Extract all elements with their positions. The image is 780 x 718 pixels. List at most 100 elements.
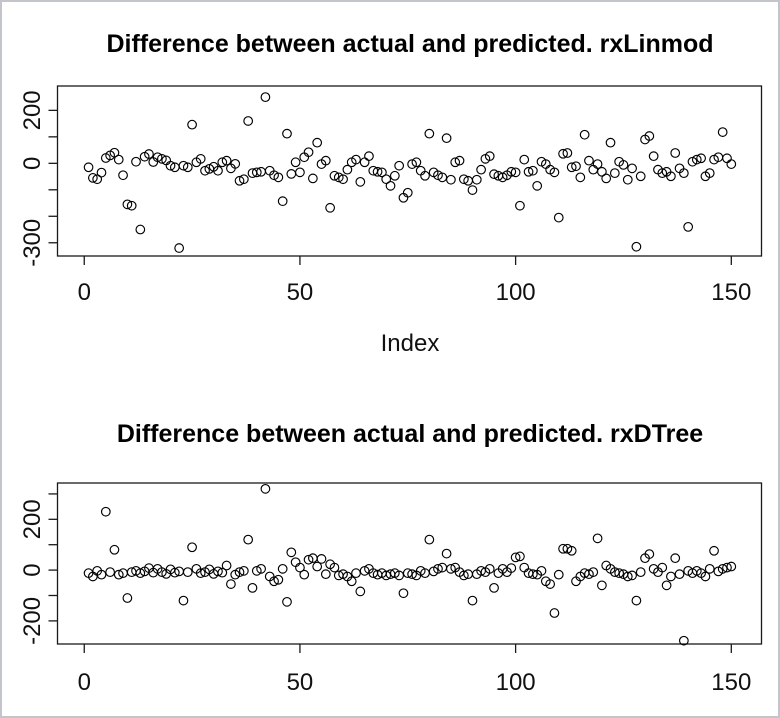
data-point-rxlinmod: [515, 200, 525, 211]
data-point-rxlinmod: [678, 168, 689, 178]
data-point-rxlinmod: [510, 167, 521, 178]
data-point-rxlinmod: [109, 147, 120, 158]
data-point-rxlinmod: [122, 199, 133, 210]
data-point-rxlinmod: [631, 241, 642, 252]
data-point-rxdtree: [351, 568, 361, 579]
x-tick-label-rxlinmod: 0: [78, 279, 91, 306]
data-point-rxlinmod: [407, 159, 417, 169]
data-point-rxdtree: [566, 545, 577, 556]
data-point-rxlinmod: [131, 156, 141, 167]
data-point-rxlinmod: [178, 160, 189, 171]
x-axis-label-index: Index: [380, 330, 440, 357]
data-point-rxdtree: [316, 554, 327, 564]
data-point-rxdtree: [247, 583, 258, 593]
data-point-rxdtree: [549, 608, 560, 618]
data-point-rxlinmod: [381, 174, 392, 185]
y-tick-label-rxdtree: 200: [19, 499, 46, 539]
data-point-rxdtree: [286, 547, 297, 558]
x-tick-label-rxdtree: 50: [287, 669, 314, 696]
data-point-rxlinmod: [489, 169, 499, 180]
x-tick-label-rxdtree: 150: [711, 669, 751, 696]
data-point-rxlinmod: [312, 137, 323, 148]
plot-box-rxlinmod: [56, 85, 763, 257]
data-point-rxdtree: [722, 562, 732, 573]
data-point-rxlinmod: [532, 180, 543, 191]
plot-title-rxdtree: Difference between actual and predicted.…: [116, 420, 704, 448]
data-point-rxlinmod: [726, 159, 737, 169]
data-point-rxlinmod: [338, 174, 348, 185]
data-point-rxdtree: [704, 563, 715, 574]
data-point-rxlinmod: [325, 202, 336, 213]
data-point-rxlinmod: [566, 162, 577, 173]
x-tick-label-rxdtree: 100: [496, 669, 536, 696]
data-point-rxdtree: [588, 567, 599, 578]
data-point-rxdtree: [407, 569, 417, 580]
data-point-rxdtree: [458, 570, 469, 581]
data-point-rxlinmod: [126, 200, 137, 211]
data-point-rxdtree: [515, 551, 525, 562]
data-point-rxlinmod: [622, 174, 633, 185]
data-point-rxlinmod: [696, 153, 706, 164]
data-point-rxdtree: [109, 544, 120, 555]
data-point-rxlinmod: [273, 172, 284, 183]
data-point-rxlinmod: [467, 185, 478, 195]
data-point-rxlinmod: [627, 163, 637, 174]
data-point-rxlinmod: [157, 153, 167, 164]
data-point-rxdtree: [320, 569, 331, 580]
data-point-rxdtree: [290, 557, 301, 568]
data-point-rxdtree: [597, 580, 607, 591]
data-point-rxlinmod: [303, 147, 314, 158]
data-point-rxlinmod: [213, 165, 223, 176]
data-point-rxlinmod: [385, 180, 396, 191]
data-point-rxlinmod: [471, 174, 482, 185]
data-point-rxlinmod: [96, 167, 107, 178]
data-point-rxdtree: [226, 579, 236, 589]
data-point-rxlinmod: [200, 165, 210, 176]
data-point-rxdtree: [96, 569, 107, 580]
data-point-rxdtree: [234, 567, 245, 578]
data-point-rxdtree: [627, 570, 637, 581]
data-point-rxdtree: [238, 565, 249, 576]
data-point-rxdtree: [446, 563, 456, 574]
y-tick-label-rxdtree: -200: [19, 597, 46, 645]
data-point-rxdtree: [217, 567, 228, 578]
data-point-rxlinmod: [704, 168, 715, 178]
data-point-rxlinmod: [657, 168, 668, 178]
data-point-rxdtree: [467, 595, 478, 606]
data-point-rxlinmod: [286, 169, 297, 179]
data-point-rxdtree: [536, 565, 547, 576]
data-point-rxlinmod: [165, 160, 176, 171]
data-point-rxdtree: [553, 569, 564, 580]
data-point-rxdtree: [398, 588, 409, 599]
data-point-rxlinmod: [450, 157, 461, 168]
data-point-rxlinmod: [553, 212, 564, 223]
data-point-rxdtree: [299, 569, 310, 580]
data-point-rxdtree: [273, 574, 284, 585]
plot-box-rxdtree: [56, 482, 763, 645]
data-point-rxlinmod: [691, 154, 702, 165]
data-point-rxdtree: [122, 593, 133, 603]
data-point-rxdtree: [709, 545, 719, 556]
data-point-rxdtree: [433, 563, 443, 574]
data-point-rxdtree: [614, 568, 625, 579]
data-point-rxlinmod: [238, 174, 249, 185]
data-point-rxlinmod: [87, 173, 98, 183]
data-point-rxdtree: [678, 635, 689, 646]
data-point-rxdtree: [277, 563, 288, 574]
data-point-rxlinmod: [605, 137, 616, 148]
data-point-rxlinmod: [601, 173, 612, 184]
data-point-rxlinmod: [454, 155, 465, 166]
data-point-rxlinmod: [182, 162, 193, 173]
data-point-rxdtree: [657, 562, 668, 573]
data-point-rxlinmod: [609, 168, 620, 178]
data-point-rxdtree: [700, 571, 711, 582]
data-point-rxlinmod: [295, 167, 305, 178]
x-tick-label-rxdtree: 0: [78, 669, 91, 696]
data-point-rxlinmod: [234, 175, 245, 186]
data-point-rxlinmod: [355, 176, 366, 187]
data-point-rxlinmod: [342, 164, 353, 175]
data-point-rxlinmod: [282, 128, 292, 139]
y-tick-label-rxdtree: 0: [19, 563, 46, 576]
